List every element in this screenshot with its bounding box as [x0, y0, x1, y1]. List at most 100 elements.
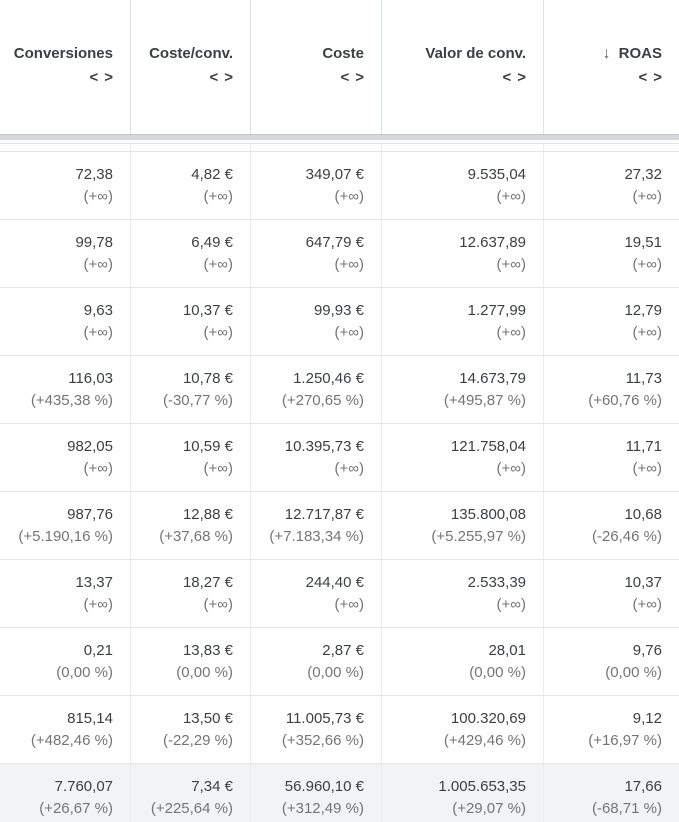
- column-adjust-handles[interactable]: < >: [502, 68, 526, 88]
- cell-comparison-value: (+∞): [334, 255, 364, 273]
- table-cell: 12,88 € (+37,68 %): [130, 492, 250, 559]
- table-cell: 27,32 (+∞): [543, 152, 679, 219]
- table-cell: 12.717,87 € (+7.183,34 %): [250, 492, 381, 559]
- cell-comparison-value: (+∞): [496, 255, 526, 273]
- cell-value: 100.320,69: [450, 709, 526, 727]
- chevron-left-icon[interactable]: <: [209, 69, 219, 86]
- column-adjust-handles[interactable]: < >: [209, 68, 233, 88]
- chevron-left-icon[interactable]: <: [502, 69, 512, 86]
- column-header-label[interactable]: Conversiones: [14, 44, 113, 64]
- cell-comparison-value: (0,00 %): [307, 663, 364, 681]
- cell-comparison-value: (+∞): [334, 595, 364, 613]
- clipped-cell-edge: [250, 144, 381, 151]
- cell-comparison-value: (-26,46 %): [591, 527, 662, 545]
- cell-comparison-value: (0,00 %): [605, 663, 662, 681]
- table-cell: 17,66 (-68,71 %): [543, 764, 679, 822]
- clipped-cell-edge: [543, 144, 679, 151]
- cell-value: 815,14: [67, 709, 113, 727]
- cell-comparison-value: (+5.255,97 %): [431, 527, 526, 545]
- table-cell: 10,37 (+∞): [543, 560, 679, 627]
- chevron-left-icon[interactable]: <: [89, 69, 99, 86]
- cell-value: 18,27 €: [182, 573, 233, 591]
- table-cell: 28,01 (0,00 %): [381, 628, 543, 695]
- column-adjust-handles[interactable]: < >: [638, 68, 662, 88]
- table-row: 982,05 (+∞) 10,59 € (+∞) 10.395,73 € (+∞…: [0, 424, 679, 492]
- table-cell: 1.277,99 (+∞): [381, 288, 543, 355]
- table-cell: 0,21 (0,00 %): [0, 628, 130, 695]
- cell-comparison-value: (+∞): [83, 459, 113, 477]
- table-cell: 2,87 € (0,00 %): [250, 628, 381, 695]
- table-body: 72,38 (+∞) 4,82 € (+∞) 349,07 € (+∞) 9.5…: [0, 152, 679, 822]
- cell-value: 10,68: [624, 505, 662, 523]
- chevron-right-icon[interactable]: >: [224, 69, 233, 86]
- cell-comparison-value: (+∞): [203, 595, 233, 613]
- table-cell: 11,73 (+60,76 %): [543, 356, 679, 423]
- total-row: 7.760,07 (+26,67 %) 7,34 € (+225,64 %) 5…: [0, 764, 679, 822]
- cell-comparison-value: (+37,68 %): [159, 527, 233, 545]
- chevron-right-icon[interactable]: >: [653, 69, 662, 86]
- chevron-right-icon[interactable]: >: [517, 69, 526, 86]
- table-row: 116,03 (+435,38 %) 10,78 € (-30,77 %) 1.…: [0, 356, 679, 424]
- cell-comparison-value: (+∞): [334, 187, 364, 205]
- table-cell: 9,12 (+16,97 %): [543, 696, 679, 763]
- cell-value: 647,79 €: [305, 233, 364, 251]
- cell-value: 7,34 €: [191, 778, 233, 795]
- cell-comparison-value: (+435,38 %): [30, 391, 113, 409]
- column-header[interactable]: Coste < >: [250, 0, 381, 134]
- chevron-right-icon[interactable]: >: [104, 69, 113, 86]
- cell-value: 72,38: [75, 165, 113, 183]
- cell-comparison-value: (0,00 %): [469, 663, 526, 681]
- column-header-label[interactable]: ↓ ROAS: [603, 44, 662, 64]
- cell-value: 0,21: [83, 641, 113, 659]
- column-header[interactable]: ↓ ROAS < >: [543, 0, 679, 134]
- chevron-right-icon[interactable]: >: [355, 69, 364, 86]
- table-cell: 9,76 (0,00 %): [543, 628, 679, 695]
- header-body-gap: [0, 140, 679, 143]
- chevron-left-icon[interactable]: <: [340, 69, 350, 86]
- chevron-left-icon[interactable]: <: [638, 69, 648, 86]
- table-cell: 7.760,07 (+26,67 %): [0, 764, 130, 822]
- table-cell: 647,79 € (+∞): [250, 220, 381, 287]
- cell-comparison-value: (+270,65 %): [281, 391, 364, 409]
- cell-value: 10,37: [624, 573, 662, 591]
- cell-comparison-value: (+∞): [632, 187, 662, 205]
- column-header-label[interactable]: Coste: [322, 44, 364, 64]
- cell-comparison-value: (0,00 %): [176, 663, 233, 681]
- table-cell: 13,50 € (-22,29 %): [130, 696, 250, 763]
- cell-comparison-value: (+312,49 %): [281, 800, 364, 817]
- table-cell: 100.320,69 (+429,46 %): [381, 696, 543, 763]
- cell-value: 28,01: [488, 641, 526, 659]
- cell-value: 99,93 €: [313, 301, 364, 319]
- column-header-label[interactable]: Valor de conv.: [425, 44, 526, 64]
- column-header-label[interactable]: Coste/conv.: [149, 44, 233, 64]
- horizontal-scrollbar[interactable]: [0, 134, 679, 140]
- cell-value: 14.673,79: [459, 369, 526, 387]
- cell-value: 19,51: [624, 233, 662, 251]
- table-cell: 6,49 € (+∞): [130, 220, 250, 287]
- cell-value: 56.960,10 €: [284, 778, 364, 795]
- cell-value: 6,49 €: [191, 233, 233, 251]
- column-adjust-handles[interactable]: < >: [340, 68, 364, 88]
- table-cell: 12,79 (+∞): [543, 288, 679, 355]
- clipped-cell-edge: [130, 144, 250, 151]
- column-label: Coste: [322, 45, 364, 62]
- table-cell: 1.005.653,35 (+29,07 %): [381, 764, 543, 822]
- cell-comparison-value: (+225,64 %): [150, 800, 233, 817]
- cell-value: 135.800,08: [450, 505, 526, 523]
- cell-value: 116,03: [68, 369, 113, 387]
- column-header[interactable]: Conversiones < >: [0, 0, 130, 134]
- cell-comparison-value: (+∞): [203, 459, 233, 477]
- table-row: 987,76 (+5.190,16 %) 12,88 € (+37,68 %) …: [0, 492, 679, 560]
- cell-value: 13,37: [75, 573, 113, 591]
- cell-value: 12.637,89: [459, 233, 526, 251]
- table-cell: 815,14 (+482,46 %): [0, 696, 130, 763]
- cell-value: 1.277,99: [467, 301, 526, 319]
- table-row: 9,63 (+∞) 10,37 € (+∞) 99,93 € (+∞) 1.27…: [0, 288, 679, 356]
- clipped-row-edge: [0, 143, 679, 152]
- column-header[interactable]: Coste/conv. < >: [130, 0, 250, 134]
- table-cell: 10,78 € (-30,77 %): [130, 356, 250, 423]
- column-adjust-handles[interactable]: < >: [89, 68, 113, 88]
- table-cell: 244,40 € (+∞): [250, 560, 381, 627]
- cell-value: 1.005.653,35: [438, 778, 526, 795]
- column-header[interactable]: Valor de conv. < >: [381, 0, 543, 134]
